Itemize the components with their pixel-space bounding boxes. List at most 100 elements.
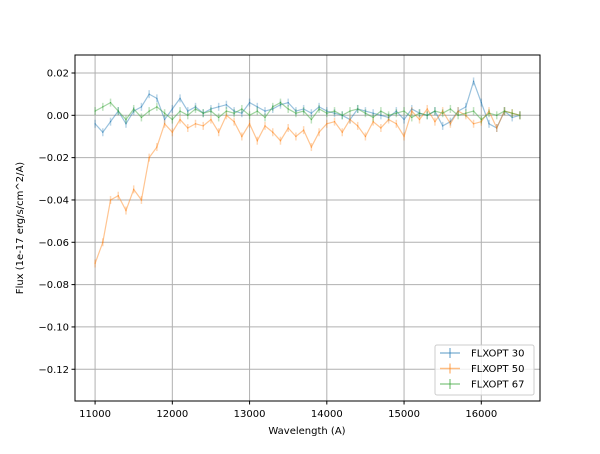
legend-box <box>434 344 535 396</box>
data-point <box>380 127 382 129</box>
data-point <box>148 157 150 159</box>
data-point <box>171 108 173 110</box>
data-point <box>264 125 266 127</box>
data-point <box>133 110 135 112</box>
data-point <box>511 116 513 119</box>
legend-label: FLXOPT 67 <box>471 380 524 391</box>
data-point <box>102 106 104 108</box>
data-point <box>233 112 235 114</box>
data-point <box>480 102 482 104</box>
data-point <box>326 112 328 114</box>
data-point <box>125 123 127 125</box>
data-point <box>303 129 305 131</box>
data-point <box>256 110 258 112</box>
data-point <box>272 131 274 133</box>
x-tick-label: 14000 <box>311 409 343 420</box>
data-point <box>241 112 243 114</box>
data-point <box>310 112 312 114</box>
series-flxopt-30 <box>94 77 521 137</box>
data-point <box>210 108 212 110</box>
data-point <box>133 108 135 110</box>
data-point <box>457 114 459 116</box>
data-point <box>187 114 189 116</box>
data-point <box>449 121 451 123</box>
data-point <box>295 112 297 114</box>
data-point <box>194 123 197 125</box>
legend-label: FLXOPT 50 <box>471 364 524 375</box>
data-point <box>503 110 506 112</box>
data-point <box>279 140 282 142</box>
data-point <box>295 110 297 112</box>
data-point <box>210 110 212 112</box>
data-point <box>388 116 390 119</box>
data-point <box>364 110 367 112</box>
data-point <box>426 114 428 116</box>
data-point <box>241 135 243 138</box>
data-point <box>164 123 166 125</box>
data-point <box>202 125 204 127</box>
data-point <box>194 106 197 108</box>
data-point <box>287 127 289 129</box>
legend-label: FLXOPT 30 <box>471 349 524 360</box>
data-point <box>148 93 150 95</box>
data-point <box>488 123 490 125</box>
data-point <box>388 114 390 116</box>
data-point <box>326 110 328 112</box>
data-point <box>310 146 312 148</box>
data-point <box>341 131 343 133</box>
data-point <box>164 112 166 114</box>
series-line <box>94 101 521 121</box>
y-axis-label: Flux (1e-17 erg/s/cm^2/A) <box>15 162 26 294</box>
x-tick-label: 12000 <box>156 409 188 420</box>
y-tick-label: −0.08 <box>38 280 69 291</box>
data-point <box>395 110 397 112</box>
data-point <box>287 108 289 110</box>
data-point <box>480 121 482 123</box>
data-point <box>326 123 328 125</box>
data-point <box>333 112 336 114</box>
data-point <box>449 123 451 125</box>
y-tick-label: −0.02 <box>38 153 69 164</box>
data-point <box>218 106 220 108</box>
data-point <box>388 118 390 121</box>
data-point <box>434 110 436 112</box>
data-point <box>341 114 343 116</box>
x-tick-label: 16000 <box>465 409 497 420</box>
data-point <box>125 118 127 121</box>
data-point <box>94 123 96 125</box>
y-tick-label: −0.06 <box>38 238 69 249</box>
data-point <box>117 110 119 112</box>
data-point <box>496 114 498 116</box>
data-point <box>256 106 258 108</box>
data-point <box>303 108 305 110</box>
data-point <box>403 135 405 138</box>
data-point <box>496 127 498 129</box>
data-point <box>264 110 266 112</box>
legend: FLXOPT 30 FLXOPT 50 FLXOPT 67 <box>434 344 535 396</box>
data-point <box>102 241 104 243</box>
series-flxopt-50 <box>94 104 521 268</box>
axes-frame <box>74 54 541 402</box>
data-point <box>94 262 96 265</box>
y-tick-label: 0.00 <box>47 111 69 122</box>
data-point <box>357 125 359 127</box>
data-point <box>125 209 127 212</box>
ticks: 11000 12000 13000 14000 15000 16000 0.02 0.00 −0… <box>38 68 497 420</box>
data-point <box>426 108 428 110</box>
y-tick-label: −0.12 <box>38 365 69 376</box>
data-point <box>372 121 374 123</box>
data-point <box>164 118 166 121</box>
data-point <box>248 102 251 104</box>
data-point <box>465 112 467 114</box>
data-point <box>272 106 274 108</box>
data-point <box>465 106 467 108</box>
data-point <box>171 118 173 121</box>
data-point <box>519 114 521 116</box>
data-point <box>318 108 320 110</box>
data-point <box>403 118 405 121</box>
data-point <box>233 121 235 123</box>
data-point <box>372 112 374 114</box>
data-point <box>140 199 143 201</box>
data-point <box>472 123 475 125</box>
